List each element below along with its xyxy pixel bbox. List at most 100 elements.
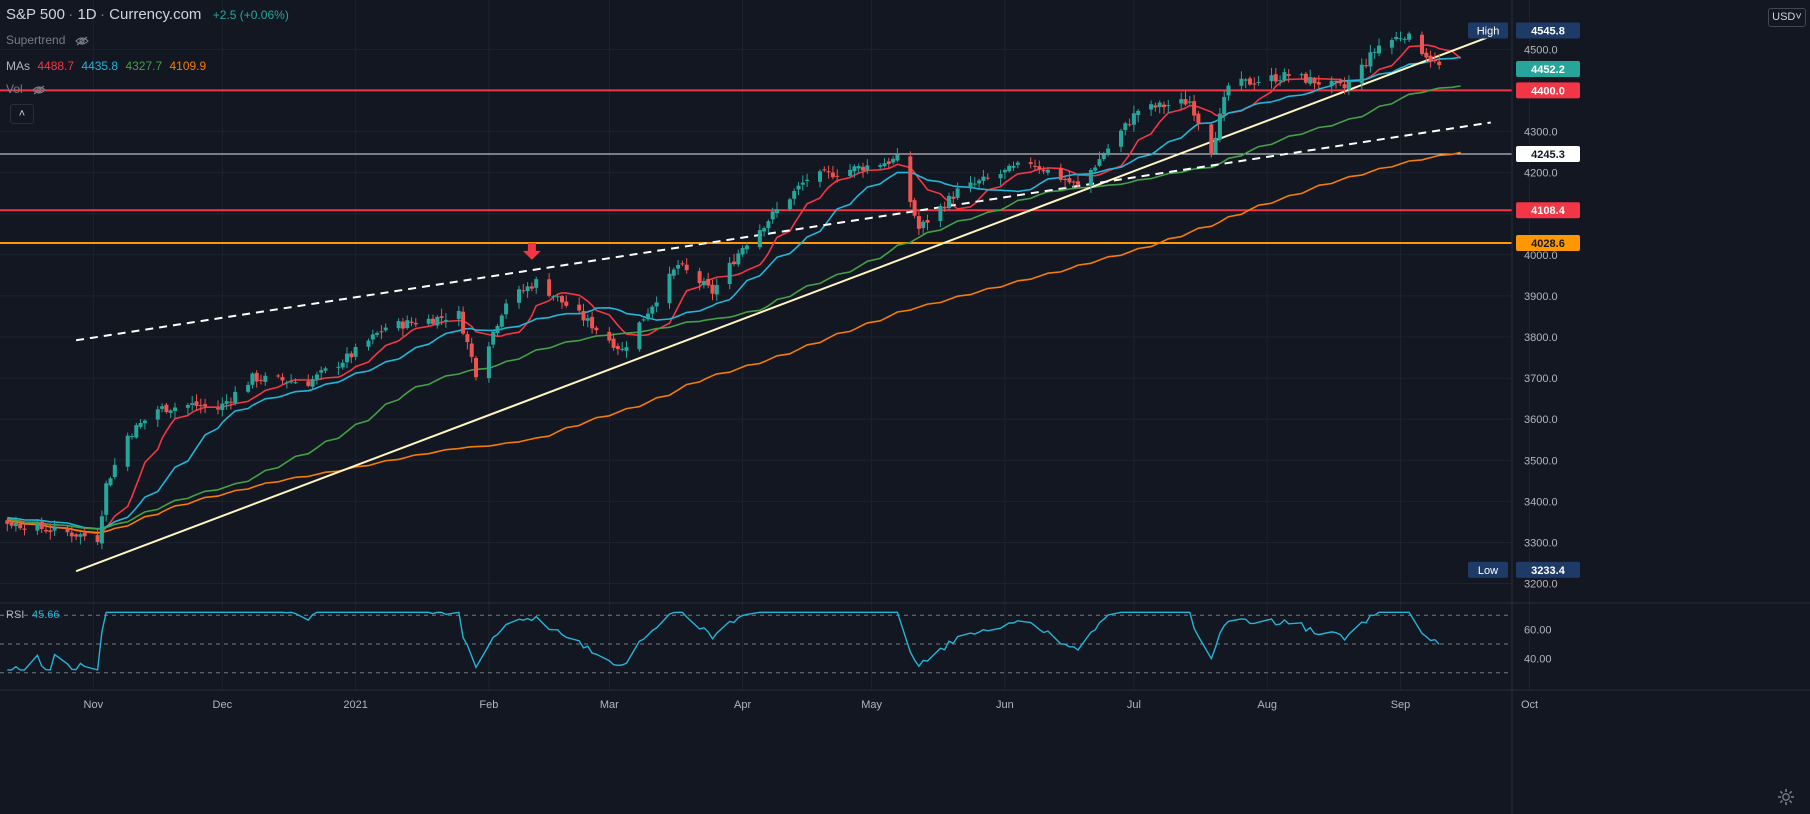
price-extreme-tag <box>1468 561 1508 578</box>
indicator-vol[interactable]: Vol <box>6 82 46 96</box>
candle-body <box>474 357 478 378</box>
candle-body <box>22 528 27 530</box>
candle-body <box>65 528 70 533</box>
candle-body <box>1127 124 1132 126</box>
currency-button[interactable]: USD˅ <box>1768 8 1806 27</box>
candle-body <box>185 405 190 408</box>
eye-hidden-icon[interactable] <box>74 36 89 46</box>
time-axis[interactable]: Nov Dec 2021 Feb Mar Apr May Jun Jul Aug Sep Oct <box>0 689 1810 711</box>
price-axis[interactable]: 4500.04400.04300.04200.04100.04000.03900… <box>1468 0 1580 814</box>
indicator-supertrend[interactable]: Supertrend <box>6 33 89 47</box>
rsi-label: RSI <box>6 609 24 621</box>
candle-body <box>1033 165 1037 167</box>
candle-body <box>560 296 564 303</box>
candle-body <box>461 311 466 334</box>
candle-body <box>1153 105 1158 108</box>
price-extreme-label: High <box>1477 25 1500 37</box>
candle-body <box>697 271 702 284</box>
gear-icon[interactable] <box>1777 788 1795 806</box>
candle-body <box>379 331 384 333</box>
candle-body <box>104 483 109 515</box>
candle-body <box>1437 61 1442 66</box>
candle-body <box>1123 123 1128 131</box>
price-tag-value: 4545.8 <box>1531 25 1565 37</box>
candle-body <box>216 408 220 410</box>
candle-body <box>1248 78 1252 85</box>
time-tick-label: Sep <box>1391 699 1411 711</box>
candle-body <box>289 381 294 383</box>
candle-body <box>1192 101 1197 116</box>
candle-body <box>852 166 857 172</box>
candle-body <box>1187 101 1192 103</box>
price-tick-label: 3300.0 <box>1524 537 1558 549</box>
price-tick-label: 4500.0 <box>1524 44 1558 56</box>
price-tag-orange <box>1516 235 1580 252</box>
candle-body <box>1346 81 1351 90</box>
candle-body <box>383 327 388 331</box>
candle-body <box>736 253 741 265</box>
price-tag-white <box>1516 145 1580 162</box>
candle-body <box>345 353 349 363</box>
candle-body <box>69 532 74 537</box>
candle-body <box>710 284 715 294</box>
ma-line-4 <box>7 151 1461 534</box>
candle-body <box>555 296 560 298</box>
candle-body <box>615 346 620 350</box>
candle-body <box>263 375 268 382</box>
candle-body <box>646 313 650 320</box>
candle-body <box>1256 82 1261 84</box>
candle-body <box>1278 80 1283 82</box>
symbol-name[interactable]: S&P 500 <box>6 6 65 23</box>
candle-body <box>1312 78 1317 84</box>
interval[interactable]: 1D <box>77 6 97 23</box>
price-tag-value: 4108.4 <box>1531 205 1566 217</box>
candle-body <box>375 333 380 335</box>
candle-body <box>1166 105 1171 107</box>
candle-body <box>1342 84 1347 89</box>
candle-body <box>1428 55 1433 62</box>
candle-body <box>981 176 986 181</box>
candle-body <box>1058 167 1063 180</box>
candle-body <box>607 331 612 341</box>
candle-body <box>671 269 676 276</box>
eye-hidden-icon[interactable] <box>32 85 46 95</box>
candle-body <box>431 318 435 324</box>
candle-body <box>818 171 822 182</box>
candle-body <box>1011 165 1016 168</box>
ma-label: MAs <box>6 59 30 73</box>
candle-body <box>1377 45 1381 54</box>
candle-body <box>1359 64 1364 84</box>
time-tick-label: Nov <box>84 699 104 711</box>
candle-body <box>757 230 762 248</box>
candle-body <box>585 318 590 321</box>
candle-body <box>95 535 100 543</box>
candle-body <box>164 404 169 413</box>
candle-body <box>1119 130 1123 147</box>
trendlines <box>75 35 1492 573</box>
price-tag-red <box>1516 82 1580 99</box>
time-tick-label: Mar <box>600 699 619 711</box>
price-tag-value: 4028.6 <box>1531 238 1565 250</box>
candle-body <box>534 279 539 288</box>
price-tick-label: 4000.0 <box>1524 250 1558 262</box>
candle-body <box>882 163 887 167</box>
price-change: +2.5 (+0.06%) <box>212 8 289 22</box>
candle-body <box>39 521 44 529</box>
candle-body <box>323 368 328 371</box>
candle-body <box>590 316 595 329</box>
collapse-legend-button[interactable]: ˄ <box>10 104 34 124</box>
candle-body <box>792 190 797 199</box>
rsi-line <box>7 611 1440 671</box>
candle-body <box>5 520 10 524</box>
ma4-value: 4109.9 <box>169 59 207 73</box>
price-tick-label: 3500.0 <box>1524 455 1558 467</box>
indicator-mas[interactable]: MAs 4488.7 4435.8 4327.7 4109.9 <box>6 59 206 73</box>
candle-body <box>650 306 655 314</box>
candle-body <box>521 290 526 292</box>
candle-body <box>1088 169 1093 186</box>
candle-body <box>1028 162 1033 164</box>
candle-body <box>284 382 289 384</box>
candle-body <box>611 338 616 348</box>
chart-header: S&P 500 · 1D · Currency.com +2.5 (+0.06%… <box>6 6 289 23</box>
